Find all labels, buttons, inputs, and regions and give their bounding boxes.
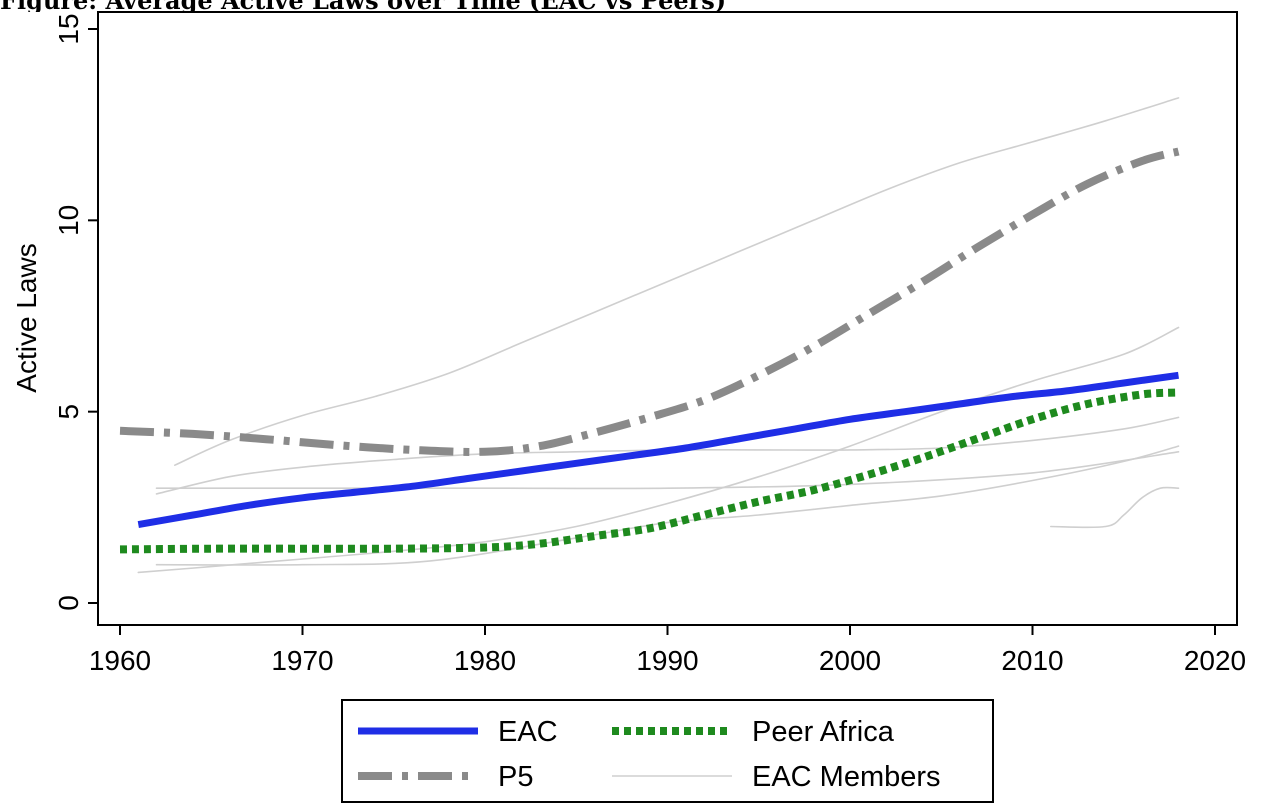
y-tick-label: 0 xyxy=(53,595,84,611)
legend-item-eac-members: EAC Members xyxy=(612,761,941,793)
y-axis-label: Active Laws xyxy=(11,243,42,392)
x-tick-label: 1990 xyxy=(636,645,698,676)
legend: EAC Peer Africa P5 EAC Members xyxy=(341,699,994,803)
series-line-eac-member-1 xyxy=(174,97,1180,466)
y-axis: 0 5 10 15 xyxy=(53,13,98,611)
y-tick-label: 5 xyxy=(53,404,84,420)
legend-label: EAC xyxy=(498,716,558,748)
x-tick-label: 1960 xyxy=(89,645,151,676)
legend-item-p5: P5 xyxy=(358,761,533,793)
legend-label: P5 xyxy=(498,761,533,793)
series-line-eac-member-5 xyxy=(155,445,1180,566)
x-tick-label: 2020 xyxy=(1184,645,1246,676)
y-tick-label: 10 xyxy=(53,205,84,236)
y-tick-label: 15 xyxy=(53,13,84,44)
figure-title: Figure: Average Active Laws over Time (E… xyxy=(0,0,726,12)
x-tick-label: 1980 xyxy=(454,645,516,676)
x-tick-label: 2000 xyxy=(819,645,881,676)
series-line-eac-member-4 xyxy=(137,326,1180,574)
series-line-p5 xyxy=(119,147,1180,456)
legend-box xyxy=(341,699,994,803)
x-tick-label: 1970 xyxy=(271,645,333,676)
series-line-eac-member-6 xyxy=(1050,486,1180,529)
legend-item-eac: EAC xyxy=(358,716,558,748)
x-tick-label: 2010 xyxy=(1001,645,1063,676)
legend-label: Peer Africa xyxy=(752,716,895,748)
legend-item-peer-africa: Peer Africa xyxy=(612,716,895,748)
plot-frame xyxy=(97,11,1238,626)
series-line-peer-africa xyxy=(119,388,1179,554)
series-line-eac xyxy=(137,371,1179,529)
series-line-eac-member-3 xyxy=(155,451,1180,490)
x-axis: 1960 1970 1980 1990 2000 2010 2020 xyxy=(89,625,1246,676)
main-series-lines xyxy=(119,147,1180,554)
legend-label: EAC Members xyxy=(752,761,941,793)
